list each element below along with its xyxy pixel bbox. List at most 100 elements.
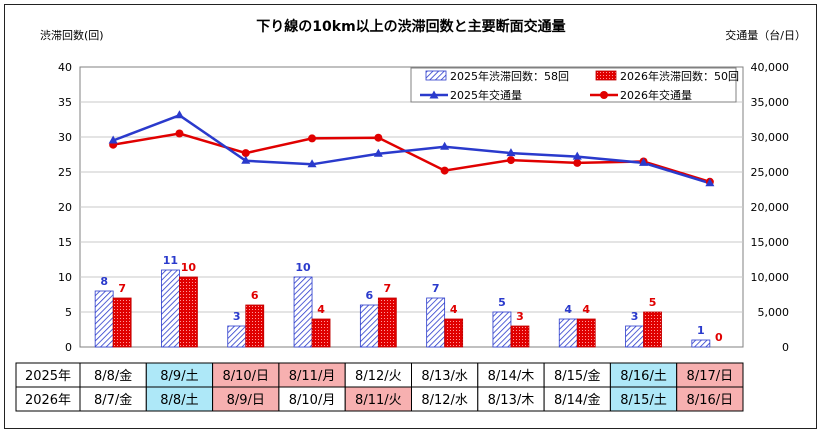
left-tick-label: 0	[65, 341, 72, 354]
legend-box	[410, 67, 737, 103]
legend-label-bar2025: 2025年渋滞回数：58回	[450, 69, 569, 83]
table-cell-text: 8/9/土	[160, 369, 198, 384]
right-tick-label: 15,000	[751, 236, 790, 249]
legend-marker-2025	[429, 90, 439, 99]
table-cell	[79, 362, 147, 388]
bar-2026	[377, 297, 397, 348]
point-2026	[241, 149, 250, 158]
table-cell-text: 8/9/日	[227, 393, 265, 408]
table-cell-text: 8/12/水	[421, 393, 468, 408]
left-tick-label: 15	[58, 236, 72, 249]
legend-label-bar2026: 2026年渋滞回数：50回	[620, 69, 739, 83]
table-cell	[609, 362, 678, 388]
point-2026	[440, 166, 449, 175]
bar-label-2026: 4	[582, 303, 590, 316]
bar-label-2025: 5	[498, 296, 506, 309]
bar-2025	[492, 311, 512, 348]
point-2025	[174, 110, 184, 119]
bar-label-2026: 7	[384, 282, 392, 295]
bar-2025	[94, 290, 114, 348]
table-cell-text: 8/13/水	[421, 369, 468, 384]
table-cell-text: 8/10/日	[222, 369, 269, 384]
table-cell	[411, 362, 479, 388]
point-2025	[307, 159, 317, 168]
bar-label-2025: 7	[432, 282, 440, 295]
table-cell	[145, 386, 214, 412]
table-cell-text: 8/15/土	[620, 393, 667, 408]
right-tick-label: 5,000	[758, 306, 790, 319]
bar-label-2025: 6	[366, 289, 374, 302]
table-cell-text: 8/14/金	[554, 392, 601, 408]
right-axis-ticks: 0 5,000 10,000 15,000 20,000 25,000 30,000 35,0…	[751, 61, 790, 354]
bar-2026	[311, 318, 331, 348]
point-2025	[108, 135, 118, 144]
table-cell-text: 8/17/日	[687, 369, 734, 384]
table-row-label-cell	[15, 386, 81, 412]
table-cell-text: 8/11/火	[355, 393, 402, 408]
left-tick-label: 40	[58, 61, 72, 74]
right-tick-label: 25,000	[751, 166, 790, 179]
right-tick-label: 10,000	[751, 271, 790, 284]
bar-label-2026: 5	[649, 296, 657, 309]
bar-label-2025: 3	[233, 310, 241, 323]
point-2026	[374, 133, 383, 142]
point-2025	[373, 148, 383, 157]
bar-2025	[227, 325, 247, 348]
left-tick-label: 10	[58, 271, 72, 284]
bars	[94, 269, 711, 348]
bar-2025	[625, 325, 644, 348]
bar-label-2025: 3	[631, 310, 639, 323]
right-tick-label: 0	[782, 341, 789, 354]
table-cell	[543, 386, 611, 412]
table-cell-text: 8/16/日	[687, 393, 734, 408]
left-tick-label: 5	[65, 306, 72, 319]
point-2025	[639, 157, 649, 166]
point-2025	[506, 148, 516, 157]
bar-2026	[245, 304, 265, 348]
bar-2026	[576, 318, 596, 348]
table-cell-text: 8/7/金	[94, 392, 132, 408]
bar-label-2025: 4	[564, 303, 572, 316]
right-axis-unit: 交通量（台/日）	[725, 28, 806, 42]
table-cell	[278, 386, 346, 412]
left-axis-ticks: 0 5 10 15 20 25 30 35 40	[58, 61, 72, 354]
bar-label-2025: 11	[163, 254, 178, 267]
table-cell	[344, 386, 413, 412]
table-cell	[676, 362, 744, 388]
table-cell-text: 8/15/金	[554, 368, 601, 384]
line-2026	[112, 132, 711, 183]
legend-marker-2026	[600, 91, 608, 99]
bar-2026	[112, 297, 132, 348]
point-2026	[308, 134, 317, 143]
right-tick-label: 30,000	[751, 131, 790, 144]
bar-2025	[558, 318, 578, 348]
bar-2026	[643, 311, 662, 348]
bar-2025	[161, 269, 180, 348]
left-tick-label: 25	[58, 166, 72, 179]
left-axis-unit: 渋滞回数(回)	[40, 29, 104, 42]
chart-title: 下り線の10km以上の渋滞回数と主要断面交通量	[256, 18, 565, 35]
left-tick-label: 30	[58, 131, 72, 144]
date-table: 2025年 8/8/金 8/9/土 8/10/日 8/11/月 8/12/火 8/13/水 8…	[15, 362, 744, 412]
right-tick-label: 40,000	[751, 61, 790, 74]
legend-swatch-bar2026	[595, 70, 617, 81]
bar-label-2026: 4	[450, 303, 458, 316]
point-2025	[440, 141, 450, 150]
bar-2025	[426, 297, 446, 348]
left-tick-label: 35	[58, 96, 72, 109]
bar-2025	[359, 304, 379, 348]
line-2025	[112, 113, 711, 185]
table-cell	[676, 386, 744, 412]
table-cell-text: 8/13/木	[488, 393, 535, 408]
table-cell-text: 8/10/月	[289, 393, 336, 408]
legend-swatch-bar2025	[425, 70, 447, 81]
table-row-label: 2025年	[25, 369, 71, 384]
table-cell-text: 8/12/火	[355, 369, 402, 384]
table-cell-text: 8/8/土	[160, 393, 198, 408]
bar-2026	[444, 318, 464, 348]
table-cell	[212, 362, 280, 388]
bar-label-2026: 0	[715, 331, 723, 344]
bar-label-2026: 6	[251, 289, 259, 302]
